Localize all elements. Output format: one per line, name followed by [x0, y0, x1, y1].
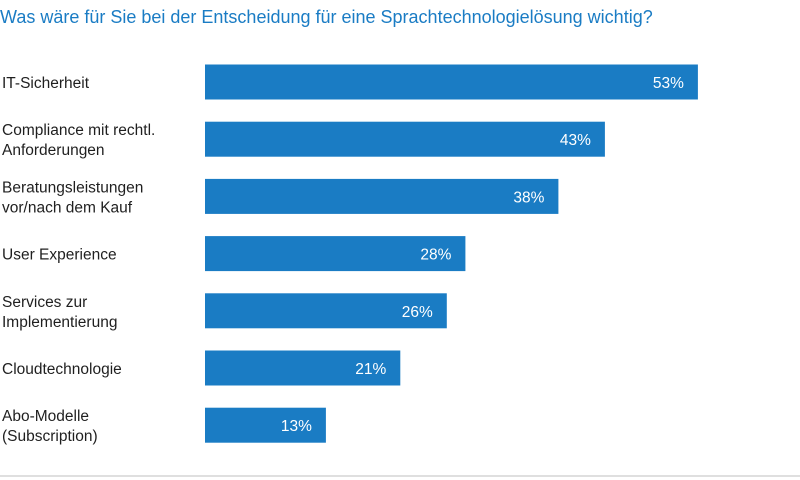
value-label-3: 38%	[513, 189, 544, 206]
category-label-3-line-2: vor/nach dem Kauf	[2, 199, 133, 216]
category-label-6: Cloudtechnologie	[2, 361, 122, 378]
value-label-2: 43%	[560, 132, 591, 149]
category-label-3-line-1: Beratungsleistungen	[2, 179, 143, 196]
bar-5	[205, 293, 447, 329]
bar-1	[205, 64, 698, 100]
chart-title: Was wäre für Sie bei der Entscheidung fü…	[0, 7, 653, 27]
value-label-6: 21%	[355, 361, 386, 378]
bars	[205, 64, 698, 443]
category-label-2-line-1: Compliance mit rechtl.	[2, 122, 155, 139]
category-label-5-line-1: Services zur	[2, 294, 87, 311]
category-label-7-line-2: (Subscription)	[2, 428, 98, 445]
category-label-4: User Experience	[2, 247, 117, 264]
value-label-5: 26%	[402, 304, 433, 321]
category-label-2-line-2: Anforderungen	[2, 142, 105, 159]
category-label-5-line-2: Implementierung	[2, 314, 117, 331]
bar-2	[205, 121, 605, 157]
value-label-1: 53%	[653, 75, 684, 92]
category-labels: IT-Sicherheit Compliance mit rechtl. Anfor…	[2, 75, 155, 445]
value-labels: 53% 43% 38% 28% 26% 21% 13%	[281, 75, 684, 435]
category-label-1: IT-Sicherheit	[2, 75, 90, 92]
bar-4	[205, 236, 466, 272]
value-label-7: 13%	[281, 418, 312, 435]
value-label-4: 28%	[420, 247, 451, 264]
bar-6	[205, 350, 401, 386]
category-label-7-line-1: Abo-Modelle	[2, 408, 89, 425]
bar-7	[205, 407, 326, 443]
bar-3	[205, 178, 559, 214]
